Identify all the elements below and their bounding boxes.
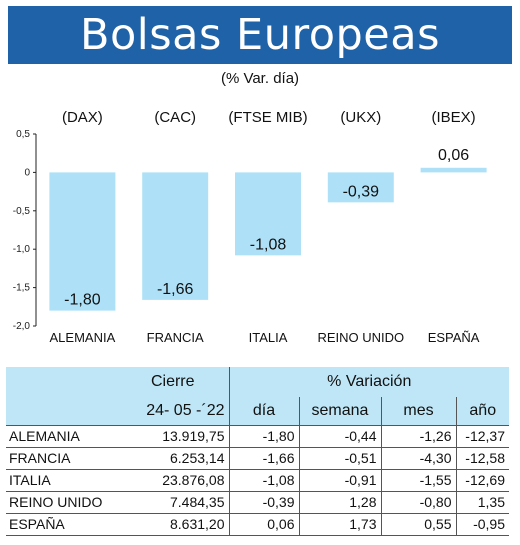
y-tick-label: -1,0	[13, 244, 31, 255]
y-tick-label: -2,0	[13, 321, 31, 332]
title-banner: Bolsas Europeas	[8, 6, 512, 64]
chart-subtitle: (% Var. día)	[220, 70, 300, 87]
value-label: -1,80	[64, 292, 101, 309]
y-tick-label: 0,5	[16, 129, 30, 140]
cell-semana: -0,91	[298, 469, 381, 492]
bar-alemania	[49, 172, 116, 311]
bar-reino-unido	[327, 172, 394, 203]
category-label: ITALIA	[249, 330, 288, 345]
category-label: ALEMANIA	[50, 330, 116, 345]
cell-ano: -12,37	[455, 425, 509, 448]
table-row: ITALIA 23.876,08 -1,08 -0,91 -1,55 -12,6…	[6, 469, 509, 492]
cell-country: ALEMANIA	[6, 425, 117, 448]
value-label: -1,08	[250, 236, 287, 253]
table-group-header-row: Cierre % Variación	[6, 367, 509, 397]
cell-dia: -1,66	[228, 447, 299, 470]
cell-dia: 0,06	[228, 513, 299, 536]
header-mes: mes	[380, 397, 456, 426]
cell-mes: -1,55	[380, 469, 456, 492]
y-tick-label: -0,5	[13, 206, 31, 217]
y-tick-label: -1,5	[13, 283, 31, 294]
header-dia: día	[228, 397, 299, 426]
table-row: FRANCIA 6.253,14 -1,66 -0,51 -4,30 -12,5…	[6, 447, 509, 470]
cell-mes: -1,26	[380, 425, 456, 448]
cell-cierre: 23.876,08	[117, 469, 229, 492]
cell-ano: 1,35	[455, 491, 509, 514]
cell-semana: -0,44	[298, 425, 381, 448]
bar-chart: 0,5 0 -0,5 -1,0 -1,5 -2,0 (DAX) -1,80 ALEMANIA (C…	[13, 109, 487, 345]
index-label: (FTSE MIB)	[228, 109, 307, 126]
bar-italia	[235, 172, 301, 256]
value-label: 0,06	[438, 147, 469, 164]
value-label: -1,66	[157, 281, 194, 298]
cell-country: ITALIA	[6, 469, 117, 492]
bar-francia	[142, 172, 209, 300]
index-label: (CAC)	[154, 109, 196, 126]
header-cierre: Cierre	[117, 367, 229, 397]
table-row: ESPAÑA 8.631,20 0,06 1,73 0,55 -0,95	[6, 513, 509, 536]
table-row: ALEMANIA 13.919,75 -1,80 -0,44 -1,26 -12…	[6, 425, 509, 448]
index-label: (IBEX)	[432, 109, 476, 126]
bar-españa	[420, 167, 487, 173]
cell-ano: -12,58	[455, 447, 509, 470]
cell-cierre: 7.484,35	[117, 491, 229, 514]
cell-dia: -0,39	[228, 491, 299, 514]
index-label: (DAX)	[62, 109, 103, 126]
stock-table: Cierre % Variación 24- 05 -´22 día seman…	[6, 367, 509, 536]
category-label: REINO UNIDO	[317, 330, 404, 345]
cell-country: FRANCIA	[6, 447, 117, 470]
cell-dia: -1,08	[228, 469, 299, 492]
header-variacion: % Variación	[228, 367, 509, 397]
cell-dia: -1,80	[228, 425, 299, 448]
value-label: -0,39	[343, 183, 380, 200]
header-semana: semana	[298, 397, 381, 426]
cell-country: REINO UNIDO	[6, 491, 117, 514]
index-label: (UKX)	[340, 109, 381, 126]
cell-cierre: 13.919,75	[117, 425, 229, 448]
category-label: ESPAÑA	[428, 330, 480, 345]
table-corner-cell	[6, 367, 117, 397]
cell-mes: -4,30	[380, 447, 456, 470]
category-label: FRANCIA	[147, 330, 204, 345]
cell-semana: -0,51	[298, 447, 381, 470]
cell-mes: -0,80	[380, 491, 456, 514]
table-row: REINO UNIDO 7.484,35 -0,39 1,28 -0,80 1,…	[6, 491, 509, 514]
cell-semana: 1,28	[298, 491, 381, 514]
cell-mes: 0,55	[380, 513, 456, 536]
page-title: Bolsas Europeas	[79, 10, 441, 60]
cell-country: ESPAÑA	[6, 513, 117, 536]
table-corner-cell-2	[6, 397, 117, 426]
cell-cierre: 6.253,14	[117, 447, 229, 470]
header-date: 24- 05 -´22	[117, 397, 229, 426]
header-ano: año	[455, 397, 509, 426]
cell-cierre: 8.631,20	[117, 513, 229, 536]
cell-ano: -0,95	[455, 513, 509, 536]
table-column-header-row: 24- 05 -´22 día semana mes año	[6, 397, 509, 426]
y-tick-label: 0	[24, 167, 30, 178]
cell-ano: -12,69	[455, 469, 509, 492]
cell-semana: 1,73	[298, 513, 381, 536]
